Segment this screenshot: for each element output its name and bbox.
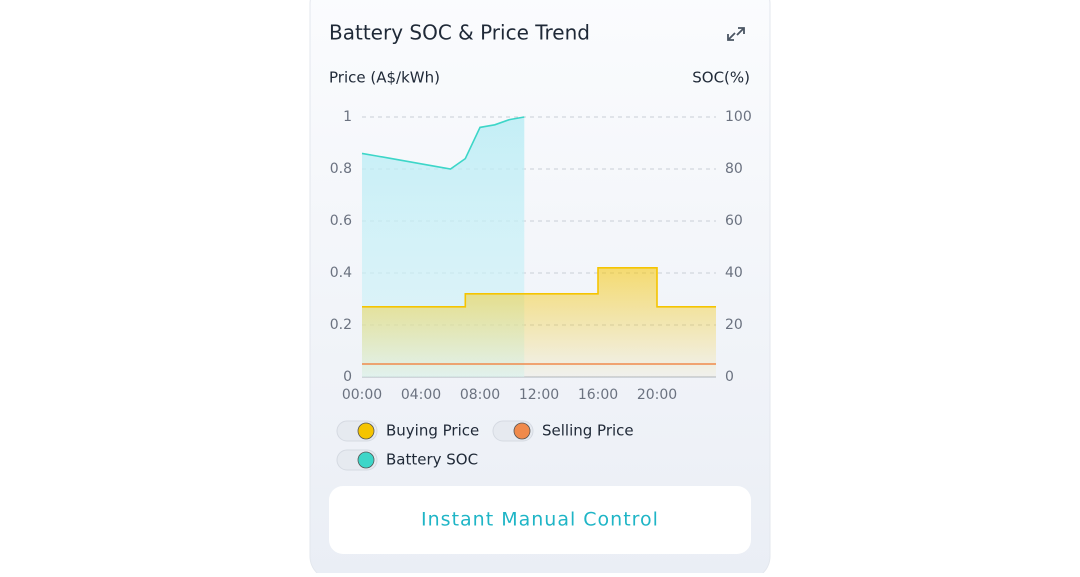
series-line [362,267,716,308]
x-tick-label: 16:00 [578,387,618,403]
legend: Buying Price Selling Price Battery SOC [336,420,634,471]
x-tick-label: 04:00 [401,387,441,403]
card [309,0,771,577]
legend-swatch[interactable] [357,422,375,440]
button-label[interactable]: Instant Manual Control [421,509,659,531]
legend-item[interactable]: Battery SOC [336,449,478,471]
x-tick-label: 08:00 [460,387,500,403]
expand-icon[interactable] [727,27,745,41]
y2-tick-label: 40 [725,265,743,281]
y2-tick-label: 0 [725,369,734,385]
legend-swatch[interactable] [357,451,375,469]
y-axis-label: Price (A$/kWh) [329,69,440,87]
y-tick-label: 1 [343,109,352,125]
legend-item[interactable]: Selling Price [492,420,634,442]
y-tick-label: 0.8 [330,161,352,177]
y-tick-label: 0.4 [330,265,352,281]
legend-item[interactable]: Buying Price [336,420,479,442]
series-line [361,116,525,170]
legend-label[interactable]: Selling Price [542,422,634,440]
x-tick-label: 00:00 [342,387,382,403]
legend-label[interactable]: Battery SOC [386,451,478,469]
y2-axis-label: SOC(%) [692,69,750,87]
legend-label[interactable]: Buying Price [386,422,479,440]
y2-tick-label: 80 [725,161,743,177]
y-tick-label: 0.2 [330,317,352,333]
area [362,267,716,377]
y2-tick-label: 20 [725,317,743,333]
plot: 0 0.2 0.4 0.6 0.8 1 0 20 40 60 80 100 00:00 04:00 08:0… [330,109,752,403]
card-title: Battery SOC & Price Trend [329,21,590,45]
y-tick-label: 0.6 [330,213,352,229]
x-tick-label: 20:00 [637,387,677,403]
x-tick-label: 12:00 [519,387,559,403]
y-tick-label: 0 [343,369,352,385]
legend-swatch[interactable] [513,422,531,440]
y2-tick-label: 60 [725,213,743,229]
y2-tick-label: 100 [725,109,752,125]
manual-control-button[interactable] [329,486,751,554]
